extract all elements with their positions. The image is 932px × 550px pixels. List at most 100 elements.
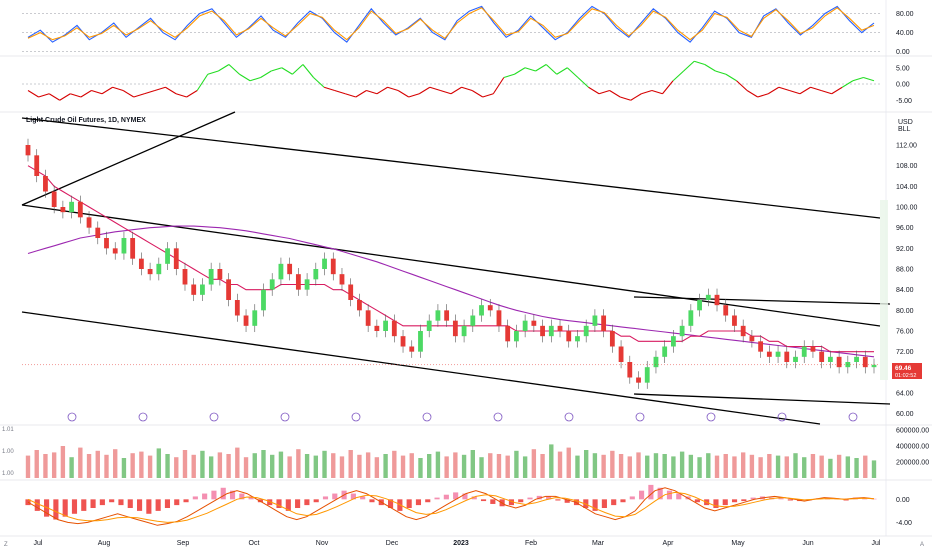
ma-short-line <box>27 165 874 353</box>
osc-segment <box>302 64 314 78</box>
osc-segment <box>662 80 674 95</box>
auto-scale-icon[interactable]: A <box>920 542 924 548</box>
event-icon <box>138 412 148 422</box>
volume-bar <box>51 452 57 478</box>
macd-histogram-bar <box>750 497 756 500</box>
y-tick-label: 108.00 <box>896 163 918 170</box>
macd-histogram-bar <box>639 490 645 500</box>
volume-pane[interactable]: 600000.00 400000.00 200000.00 1.01 1.00 1.00 <box>2 427 929 478</box>
left-tick-label: 1.01 <box>2 427 14 433</box>
osc-segment <box>799 86 811 95</box>
candle <box>69 201 75 213</box>
event-icon <box>848 412 858 422</box>
osc-segment <box>450 86 462 95</box>
osc-segment <box>514 67 526 75</box>
volume-bar <box>78 447 83 478</box>
candle <box>243 315 249 326</box>
volume-bar <box>322 450 327 478</box>
candle <box>400 336 406 347</box>
x-tick-label: Oct <box>249 540 260 547</box>
macd-histogram-bar <box>332 493 338 500</box>
osc-segment <box>429 86 441 92</box>
price-pane[interactable]: 112.00 108.00 104.00 100.00 96.00 92.00 88.00 8… <box>21 111 918 425</box>
volume-bar <box>679 451 685 478</box>
osc-segment <box>789 89 801 95</box>
candle <box>295 274 301 290</box>
osc-segment <box>80 90 92 98</box>
candle <box>418 331 423 352</box>
trendline <box>633 296 891 305</box>
event-icon <box>706 412 716 422</box>
candle <box>854 356 859 362</box>
macd-histogram-bar <box>285 499 291 511</box>
volume-bar <box>706 453 711 478</box>
macd-pane[interactable]: 0.00 -4.00 <box>25 484 912 527</box>
volume-bar <box>278 451 284 478</box>
candle <box>60 207 66 213</box>
time-axis[interactable]: Jul Aug Sep Oct Nov Dec 2023 Feb Mar Apr May Jun Jul <box>34 540 881 547</box>
macd-histogram-bar <box>629 496 635 500</box>
osc-segment <box>609 90 621 98</box>
volume-bar <box>854 458 859 478</box>
candle <box>374 325 380 331</box>
osc-segment <box>355 90 367 98</box>
trendline <box>21 111 236 206</box>
candle <box>793 356 798 362</box>
volume-bar <box>549 444 554 478</box>
osc-segment <box>598 89 610 95</box>
candle <box>25 145 31 156</box>
macd-histogram-bar <box>443 494 449 500</box>
volume-bar <box>313 455 319 478</box>
volume-bar <box>139 451 144 478</box>
macd-histogram-bar <box>592 499 598 511</box>
left-tick-label: 1.00 <box>2 471 14 477</box>
bottom-icons: Z A <box>4 542 924 548</box>
y-tick-label: 88.00 <box>896 267 914 274</box>
volume-bar <box>453 452 458 478</box>
volume-bar <box>156 448 162 478</box>
osc-segment <box>852 76 864 82</box>
candle <box>618 346 624 362</box>
oscillator-pane[interactable]: 5.00 0.00 -5.00 <box>22 60 912 105</box>
event-icon <box>67 412 77 422</box>
currency-label: USD <box>898 119 913 126</box>
macd-histogram-bar <box>843 499 849 501</box>
osc-segment <box>186 90 198 98</box>
candle <box>575 336 580 342</box>
macd-histogram-bar <box>202 493 208 500</box>
osc-segment <box>440 89 452 95</box>
macd-histogram-bar <box>731 499 738 503</box>
osc-segment <box>408 93 420 98</box>
volume-bar <box>671 456 676 478</box>
osc-segment <box>366 89 378 95</box>
macd-histogram-bar <box>229 490 236 500</box>
volume-bar <box>514 450 519 478</box>
osc-segment <box>144 89 156 95</box>
candle <box>766 351 772 357</box>
volume-bar <box>43 454 48 478</box>
volume-bar <box>25 455 31 478</box>
candle <box>200 284 205 295</box>
candle <box>714 294 720 306</box>
macd-histogram-bar <box>164 499 171 508</box>
candle <box>487 305 493 311</box>
volume-bar <box>261 450 266 478</box>
osc-segment <box>38 93 50 98</box>
volume-bar <box>304 454 310 478</box>
volume-bar <box>365 452 371 478</box>
candle <box>365 310 371 326</box>
osc-segment <box>292 64 304 75</box>
osc-segment <box>387 86 399 92</box>
candle <box>138 258 144 269</box>
pane-separators <box>0 0 932 537</box>
osc-segment <box>91 89 103 95</box>
y-tick-label: 200000.00 <box>896 460 929 467</box>
timezone-icon[interactable]: Z <box>4 542 8 548</box>
stochastic-pane[interactable]: 80.00 40.00 0.00 <box>22 5 914 56</box>
macd-histogram-bar <box>871 498 877 500</box>
macd-histogram-bar <box>109 499 115 503</box>
volume-bar <box>217 452 223 478</box>
volume-bar <box>400 455 406 478</box>
macd-histogram-bar <box>360 496 366 500</box>
